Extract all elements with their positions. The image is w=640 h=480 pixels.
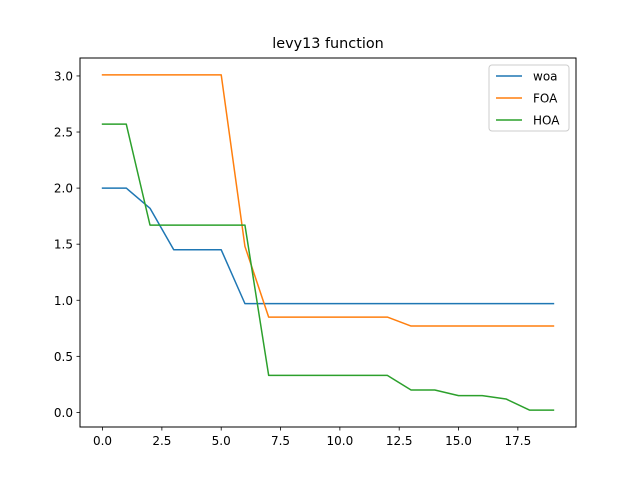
y-axis: 0.0 0.5 1.0 1.5 2.0 2.5 3.0 [54, 69, 80, 420]
chart-title: levy13 function [272, 36, 384, 52]
legend: woa FOA HOA [488, 64, 570, 132]
y-tick-label: 2.0 [54, 182, 73, 196]
x-tick-label: 7.5 [271, 434, 290, 448]
y-tick-label: 1.0 [54, 294, 73, 308]
x-tick-label: 2.5 [152, 434, 171, 448]
legend-label-woa: woa [533, 70, 558, 84]
x-tick-label: 17.5 [504, 434, 531, 448]
plot-frame [79, 57, 577, 428]
legend-label-hoa: HOA [533, 114, 560, 128]
x-tick-label: 15.0 [445, 434, 472, 448]
y-tick-label: 1.5 [54, 238, 73, 252]
x-tick-label: 12.5 [386, 434, 413, 448]
x-tick-label: 10.0 [327, 434, 354, 448]
legend-label-foa: FOA [533, 92, 558, 106]
y-tick-label: 0.5 [54, 350, 73, 364]
y-tick-label: 3.0 [54, 69, 73, 83]
series-line-woa [101, 187, 555, 305]
x-tick-label: 0.0 [93, 434, 112, 448]
x-tick-label: 5.0 [212, 434, 231, 448]
series-line-hoa [101, 123, 555, 411]
x-axis: 0.0 2.5 5.0 7.5 10.0 12.5 15.0 17.5 [93, 427, 531, 448]
y-tick-label: 0.0 [54, 406, 73, 420]
series-layer [101, 74, 555, 411]
legend-box [488, 64, 570, 132]
y-tick-label: 2.5 [54, 126, 73, 140]
series-line-foa [101, 74, 555, 327]
